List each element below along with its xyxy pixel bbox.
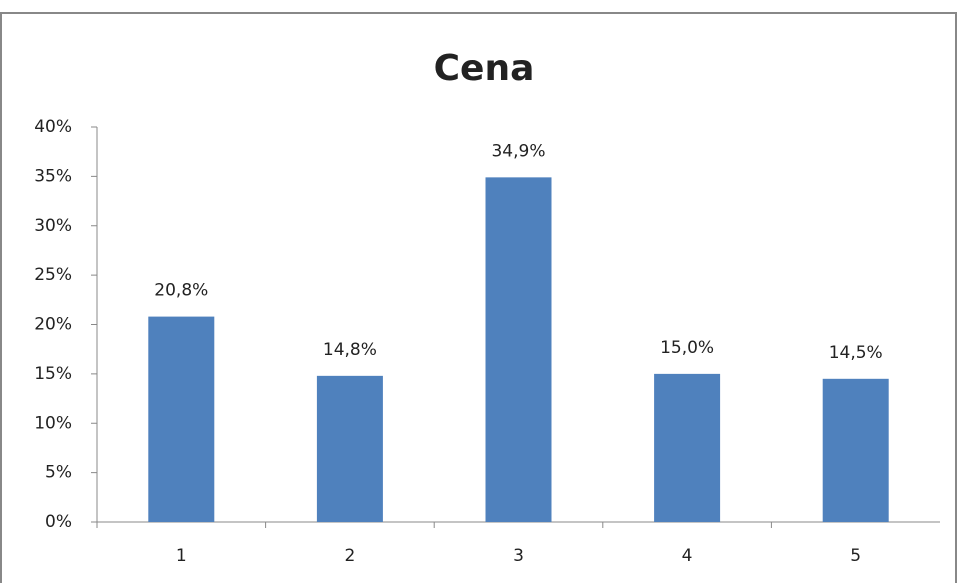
- y-tick-label: 15%: [34, 364, 72, 384]
- x-tick-label: 2: [344, 546, 355, 566]
- y-tick-label: 0%: [45, 512, 72, 532]
- x-tick-label: 3: [513, 546, 524, 566]
- bar: [485, 177, 552, 523]
- x-tick-label: 4: [682, 546, 693, 566]
- x-tick-label: 5: [850, 546, 861, 566]
- y-tick-label: 20%: [34, 315, 72, 335]
- x-tick-label: 1: [176, 546, 187, 566]
- data-label: 15,0%: [660, 338, 714, 358]
- bar: [148, 316, 215, 522]
- y-tick-label: 5%: [45, 463, 72, 483]
- data-label: 14,5%: [829, 343, 883, 363]
- bar: [822, 378, 889, 522]
- data-label: 34,9%: [491, 141, 545, 161]
- chart-border: [0, 12, 957, 583]
- data-label: 20,8%: [154, 281, 208, 301]
- y-tick-label: 40%: [34, 117, 72, 137]
- y-tick-label: 25%: [34, 265, 72, 285]
- bar: [654, 373, 721, 522]
- y-tick-label: 10%: [34, 413, 72, 433]
- data-label: 14,8%: [323, 340, 377, 360]
- chart-title: Cena: [434, 48, 535, 89]
- y-tick-label: 35%: [34, 166, 72, 186]
- bar: [316, 375, 383, 522]
- y-tick-label: 30%: [34, 216, 72, 236]
